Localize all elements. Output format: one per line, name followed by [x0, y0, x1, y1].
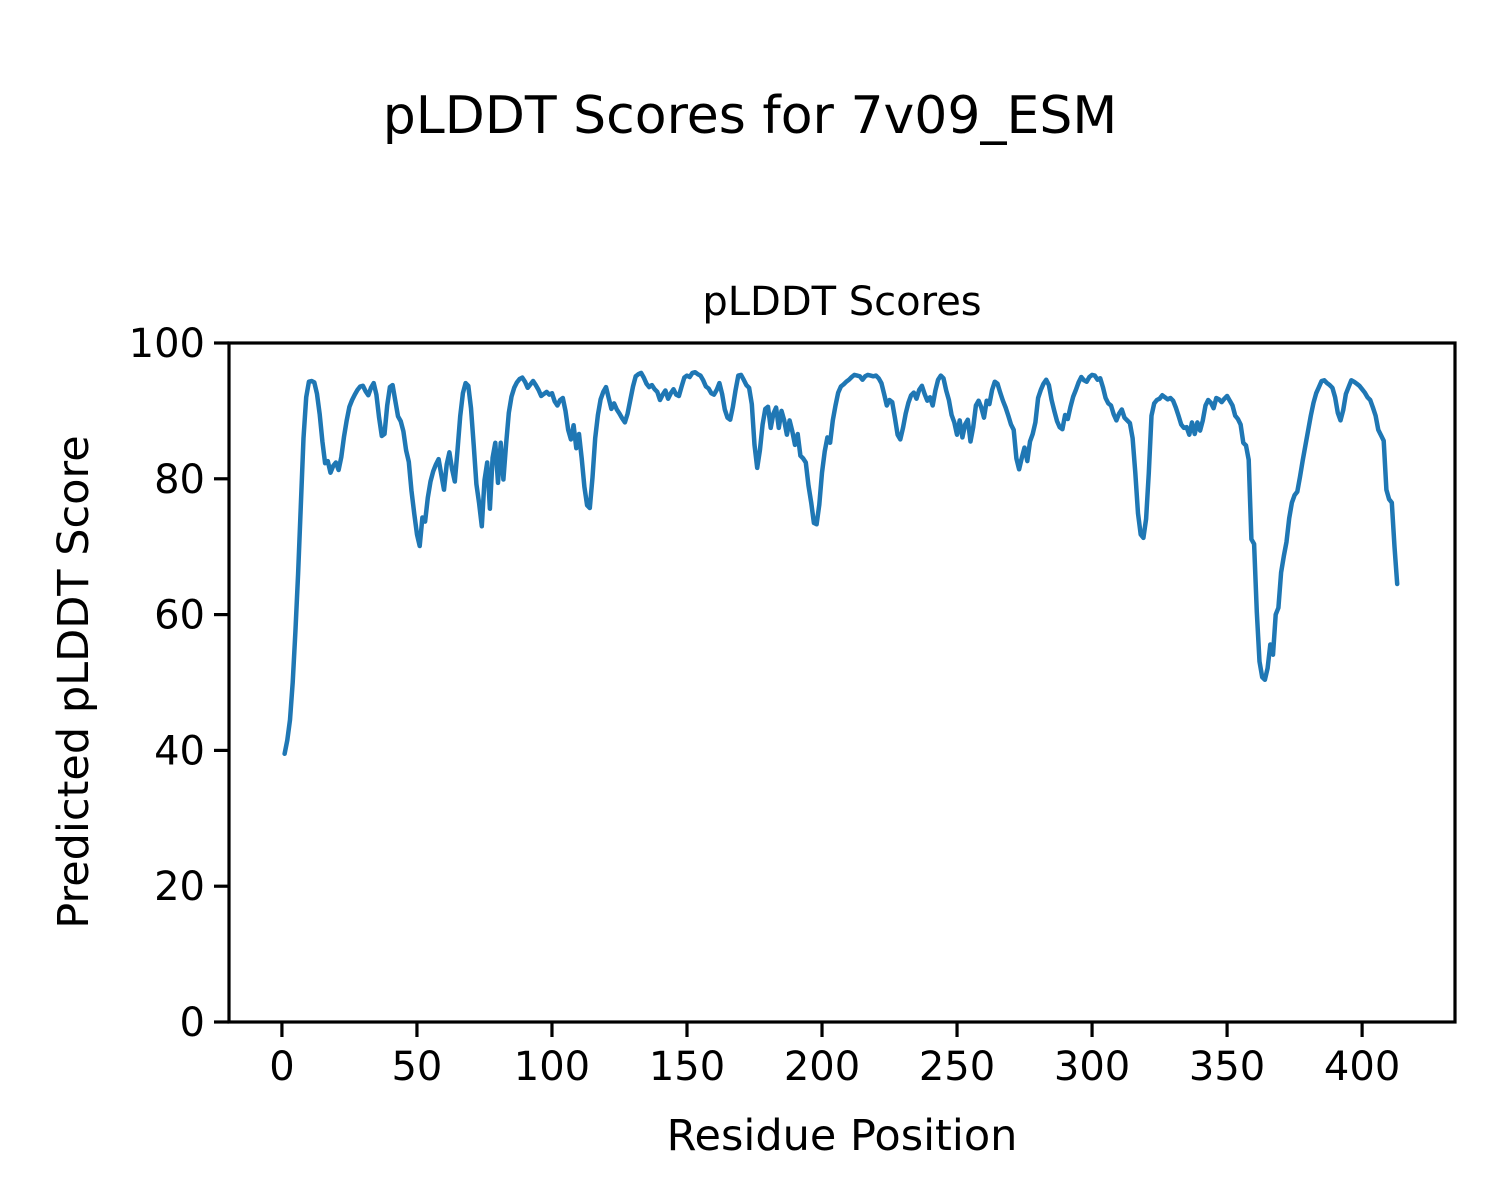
x-axis-label: Residue Position — [667, 1111, 1018, 1161]
x-tick-label: 50 — [391, 1044, 442, 1090]
x-tick-label: 400 — [1324, 1044, 1400, 1090]
plddt-score-line — [282, 369, 1400, 757]
x-axis-ticks: 0 50 100 150 200 250 300 350 400 — [269, 1022, 1400, 1090]
y-tick-label: 60 — [154, 593, 205, 639]
y-tick-label: 80 — [154, 457, 205, 503]
x-tick-label: 100 — [514, 1044, 590, 1090]
x-tick-label: 300 — [1054, 1044, 1130, 1090]
x-tick-label: 350 — [1189, 1044, 1265, 1090]
plot-area-frame — [227, 341, 1457, 1024]
y-axis-label: Predicted pLDDT Score — [49, 435, 99, 928]
x-tick-label: 250 — [919, 1044, 995, 1090]
axes-title: pLDDT Scores — [702, 279, 981, 325]
figure-title: pLDDT Scores for 7v09_ESM — [383, 86, 1117, 146]
y-axis-ticks: 0 20 40 60 80 100 — [129, 321, 229, 1046]
y-tick-label: 20 — [154, 864, 205, 910]
x-tick-label: 200 — [784, 1044, 860, 1090]
y-tick-label: 100 — [129, 321, 205, 367]
y-tick-label: 0 — [180, 1000, 205, 1046]
x-tick-label: 0 — [269, 1044, 294, 1090]
x-tick-label: 150 — [649, 1044, 725, 1090]
y-tick-label: 40 — [154, 728, 205, 774]
